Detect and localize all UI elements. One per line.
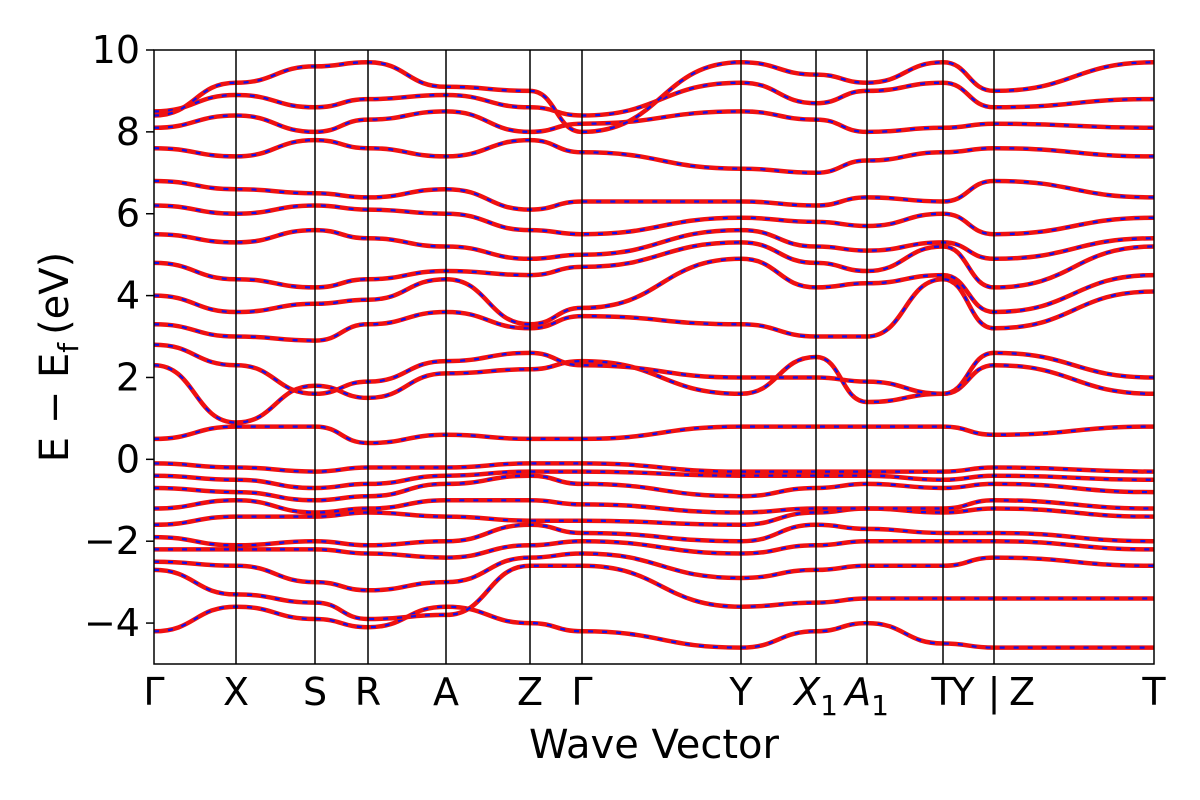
k-point-label: Z <box>517 670 543 714</box>
k-point-label: Γ <box>571 670 592 714</box>
band-line <box>154 80 1154 118</box>
k-point-label: A1 <box>842 670 889 722</box>
k-point-label: | <box>988 670 1001 715</box>
band-line <box>154 240 1154 290</box>
y-tick-label: 0 <box>116 437 140 481</box>
band-line-dashed <box>154 564 1154 621</box>
k-point-label: Y <box>950 670 975 714</box>
x-axis-label: Wave Vector <box>529 722 780 768</box>
k-point-label: T <box>1141 670 1166 714</box>
band-line-dashed <box>154 257 1154 326</box>
band-line <box>154 60 1154 135</box>
band-line-dashed <box>154 523 1154 547</box>
k-point-label: X1 <box>792 670 838 722</box>
y-axis-label: E − Ef(eV) <box>32 252 85 463</box>
k-point-label: X <box>223 670 249 714</box>
k-point-label: A <box>433 670 459 714</box>
y-axis: −4 −2 0 2 4 6 8 10 <box>84 28 154 645</box>
k-point-label: Z <box>1009 670 1035 714</box>
y-tick-label: 4 <box>116 274 140 318</box>
band-line <box>154 137 1154 176</box>
k-point-label: R <box>355 670 381 714</box>
y-tick-label: 2 <box>116 355 140 399</box>
band-line <box>154 109 1154 135</box>
band-line <box>154 354 1154 425</box>
y-tick-label: 8 <box>116 110 140 154</box>
x-axis: Γ X S R A Z Γ Y X1 A1 TY | Z T <box>143 670 1166 722</box>
k-point-label: Γ <box>143 670 164 714</box>
band-line <box>154 604 1154 650</box>
plot-frame <box>153 49 1155 665</box>
band-line-dashed <box>154 462 1154 473</box>
band-line-dashed <box>154 605 1154 649</box>
k-point-label: T <box>930 670 955 714</box>
k-point-label: Y <box>728 670 753 714</box>
band-line <box>154 563 1154 622</box>
band-line-dashed <box>154 138 1154 174</box>
band-line-dashed <box>154 540 1154 559</box>
band-line-dashed <box>154 278 1154 342</box>
band-line <box>154 538 1154 560</box>
band-line <box>154 256 1154 327</box>
band-line-dashed <box>154 552 1154 592</box>
y-tick-label: 10 <box>92 28 140 72</box>
band-line-dashed <box>154 343 1154 395</box>
y-tick-label: −2 <box>84 519 140 563</box>
band-line-dashed <box>154 228 1154 260</box>
high-symmetry-lines <box>235 50 995 664</box>
y-tick-label: 6 <box>116 192 140 236</box>
y-tick-label: −4 <box>84 601 140 645</box>
band-line-dashed <box>154 241 1154 289</box>
k-point-label: S <box>303 670 327 714</box>
band-line-dashed <box>154 61 1154 134</box>
band-line-dashed <box>154 425 1154 445</box>
band-lines <box>154 60 1154 650</box>
band-line-dashed <box>154 81 1154 117</box>
band-line <box>154 461 1154 474</box>
